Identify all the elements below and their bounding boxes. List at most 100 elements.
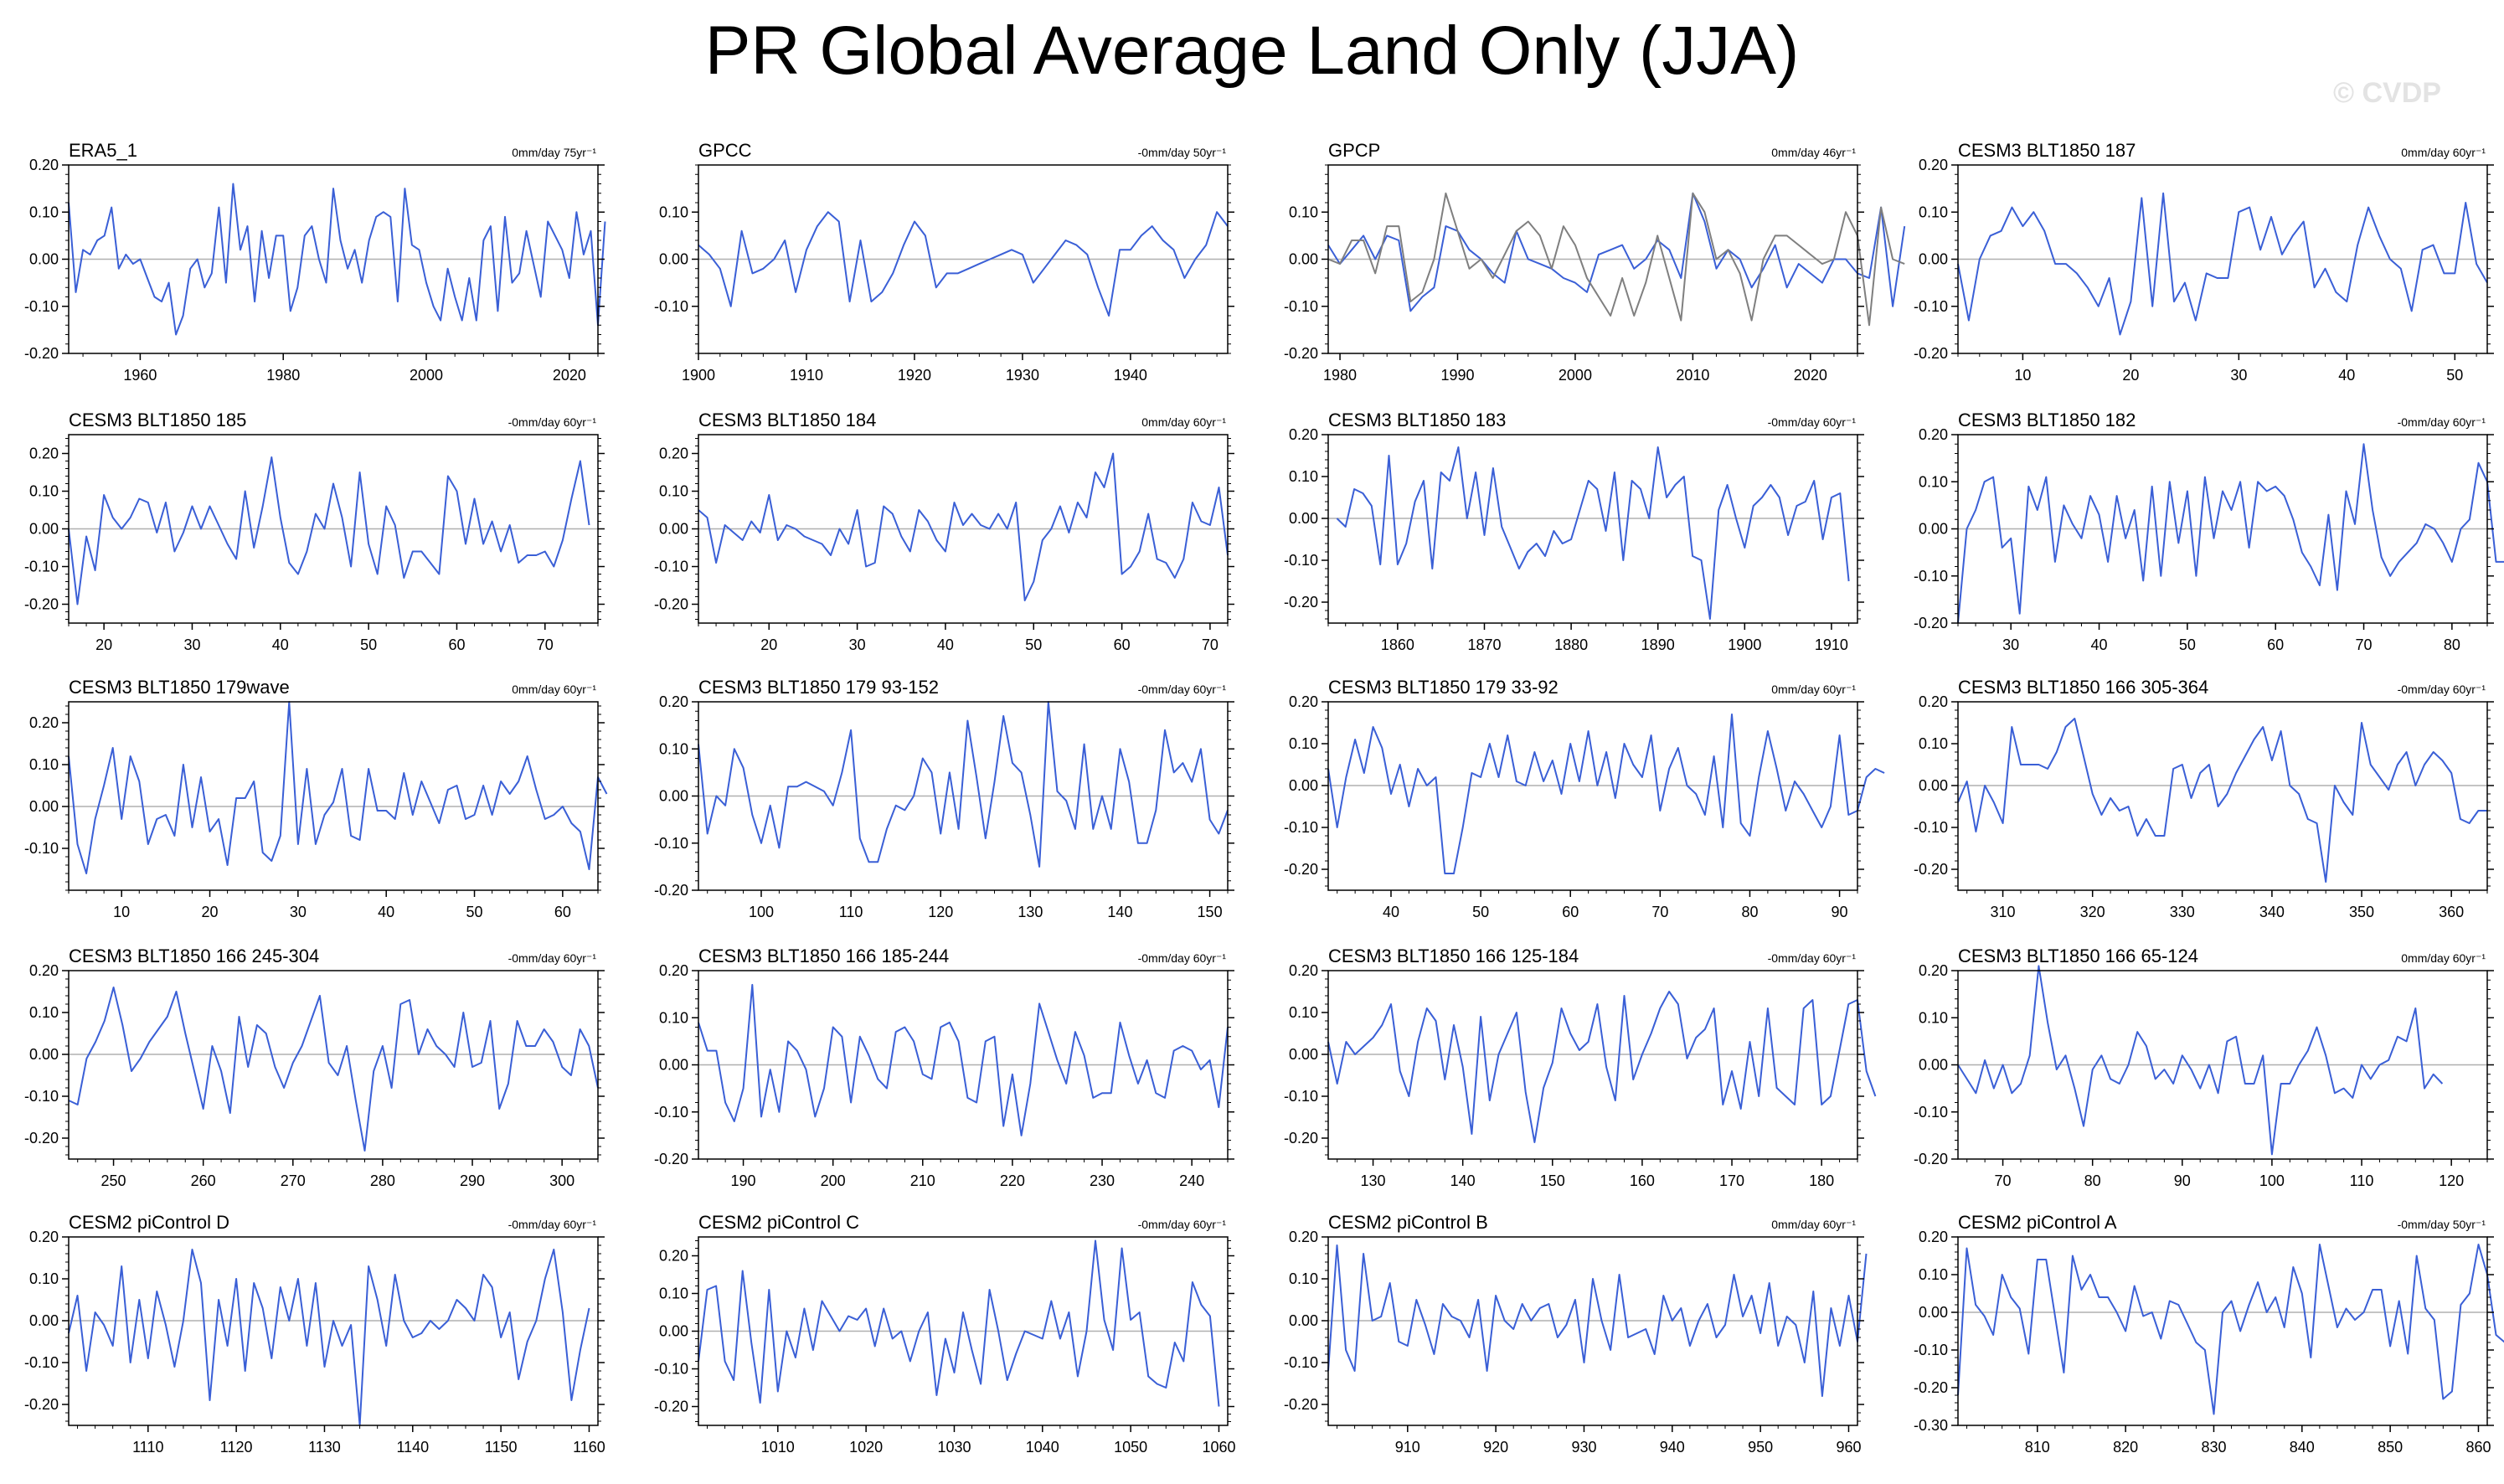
x-tick-label: 1150 bbox=[485, 1439, 518, 1456]
x-tick-label: 30 bbox=[183, 636, 200, 653]
x-tick-label: 1900 bbox=[1728, 636, 1761, 653]
x-tick-label: 40 bbox=[1383, 904, 1399, 920]
x-tick-label: 60 bbox=[554, 904, 571, 920]
y-tick-label: 0.00 bbox=[659, 251, 688, 268]
x-tick-label: 140 bbox=[1450, 1172, 1476, 1189]
x-tick-label: 1960 bbox=[123, 367, 157, 384]
plot-frame bbox=[68, 970, 599, 1160]
y-tick-label: 0.10 bbox=[659, 740, 688, 757]
x-tick-label: 360 bbox=[2439, 904, 2464, 920]
panel-trend-info: 0mm/day 60yr⁻¹ bbox=[2401, 146, 2486, 159]
x-tick-label: 910 bbox=[1395, 1439, 1420, 1456]
y-tick-label: 0.00 bbox=[659, 521, 688, 538]
panel-19: CESM2 piControl B 0mm/day 60yr⁻¹ -0.20 -0.1… bbox=[1284, 1212, 1868, 1456]
x-tick-label: 70 bbox=[537, 636, 554, 653]
series-line bbox=[68, 987, 599, 1152]
panel-4: CESM3 BLT1850 187 0mm/day 60yr⁻¹ -0.20 -0.1… bbox=[1914, 140, 2494, 384]
y-tick-label: -0.20 bbox=[1284, 1396, 1318, 1413]
x-tick-label: 60 bbox=[448, 636, 465, 653]
y-tick-label: -0.10 bbox=[654, 1104, 688, 1121]
x-tick-label: 1900 bbox=[682, 367, 715, 384]
y-tick-label: 0.00 bbox=[1919, 521, 1948, 538]
panel-trend-info: -0mm/day 60yr⁻¹ bbox=[2398, 683, 2486, 696]
panel-trend-info: -0mm/day 60yr⁻¹ bbox=[508, 951, 597, 965]
y-tick-label: -0.20 bbox=[654, 1151, 688, 1167]
x-tick-label: 2020 bbox=[1794, 367, 1827, 384]
x-tick-label: 830 bbox=[2201, 1439, 2226, 1456]
y-tick-label: 0.00 bbox=[1289, 1046, 1318, 1063]
x-tick-label: 20 bbox=[760, 636, 777, 653]
x-tick-label: 120 bbox=[928, 904, 953, 920]
x-tick-label: 2010 bbox=[1676, 367, 1709, 384]
y-tick-label: 0.10 bbox=[1289, 468, 1318, 485]
x-tick-label: 1910 bbox=[1815, 636, 1848, 653]
y-tick-label: -0.20 bbox=[1914, 1379, 1948, 1396]
y-tick-label: 0.10 bbox=[1919, 1266, 1948, 1283]
panel-13: CESM3 BLT1850 166 245-304 -0mm/day 60yr⁻¹… bbox=[24, 946, 605, 1189]
y-tick-label: -0.10 bbox=[654, 559, 688, 575]
series-line-gray bbox=[1327, 192, 1905, 327]
y-tick-label: 0.00 bbox=[29, 251, 59, 268]
x-tick-label: 350 bbox=[2349, 904, 2374, 920]
y-tick-label: 0.00 bbox=[1919, 251, 1948, 268]
x-tick-label: 30 bbox=[2230, 367, 2247, 384]
y-tick-label: 0.10 bbox=[659, 204, 688, 220]
x-tick-label: 210 bbox=[910, 1172, 935, 1189]
y-tick-label: 0.10 bbox=[29, 1004, 59, 1021]
panel-title: CESM3 BLT1850 179 33-92 bbox=[1328, 677, 1559, 698]
panel-trend-info: 0mm/day 60yr⁻¹ bbox=[1771, 1218, 1856, 1231]
x-tick-label: 160 bbox=[1630, 1172, 1655, 1189]
x-tick-label: 1010 bbox=[761, 1439, 795, 1456]
y-tick-label: 0.20 bbox=[659, 962, 688, 979]
y-tick-label: 0.10 bbox=[29, 756, 59, 773]
y-tick-label: -0.10 bbox=[24, 1088, 59, 1105]
y-tick-label: 0.20 bbox=[29, 157, 59, 173]
x-tick-label: 80 bbox=[2084, 1172, 2101, 1189]
y-tick-label: 0.10 bbox=[659, 483, 688, 500]
x-tick-label: 2000 bbox=[1559, 367, 1592, 384]
x-tick-label: 1990 bbox=[1440, 367, 1474, 384]
y-tick-label: 0.20 bbox=[29, 446, 59, 462]
x-tick-label: 80 bbox=[2444, 636, 2460, 653]
x-tick-label: 30 bbox=[290, 904, 307, 920]
x-tick-label: 100 bbox=[749, 904, 774, 920]
x-tick-label: 310 bbox=[1991, 904, 2016, 920]
panel-trend-info: -0mm/day 60yr⁻¹ bbox=[1138, 683, 1227, 696]
x-tick-label: 70 bbox=[1651, 904, 1668, 920]
x-tick-label: 250 bbox=[101, 1172, 126, 1189]
x-tick-label: 950 bbox=[1748, 1439, 1773, 1456]
x-tick-label: 110 bbox=[839, 904, 863, 920]
y-tick-label: -0.20 bbox=[654, 596, 688, 613]
x-tick-label: 40 bbox=[2338, 367, 2355, 384]
series-line bbox=[698, 983, 1229, 1136]
panel-7: CESM3 BLT1850 183 -0mm/day 60yr⁻¹ -0.20 -0.… bbox=[1284, 410, 1864, 653]
y-tick-label: -0.10 bbox=[1284, 819, 1318, 836]
x-tick-label: 1880 bbox=[1554, 636, 1588, 653]
x-tick-label: 340 bbox=[2259, 904, 2285, 920]
y-tick-label: 0.10 bbox=[1289, 204, 1318, 220]
x-tick-label: 90 bbox=[2174, 1172, 2191, 1189]
series-line bbox=[698, 452, 1229, 601]
y-tick-label: 0.20 bbox=[1289, 1229, 1318, 1245]
x-tick-label: 1910 bbox=[790, 367, 823, 384]
y-tick-label: -0.10 bbox=[24, 840, 59, 857]
x-tick-label: 110 bbox=[2350, 1172, 2374, 1189]
panel-title: ERA5_1 bbox=[69, 140, 137, 161]
x-tick-label: 70 bbox=[1202, 636, 1219, 653]
x-tick-label: 1940 bbox=[1114, 367, 1147, 384]
x-tick-label: 300 bbox=[549, 1172, 574, 1189]
y-tick-label: -0.20 bbox=[1284, 345, 1318, 362]
x-tick-label: 820 bbox=[2113, 1439, 2138, 1456]
x-tick-label: 90 bbox=[1832, 904, 1848, 920]
panel-15: CESM3 BLT1850 166 125-184 -0mm/day 60yr⁻¹… bbox=[1284, 946, 1877, 1189]
x-tick-label: 60 bbox=[1562, 904, 1579, 920]
x-tick-label: 320 bbox=[2080, 904, 2105, 920]
panel-title: CESM2 piControl A bbox=[1958, 1212, 2117, 1233]
panel-title: GPCP bbox=[1328, 140, 1380, 161]
panel-title: CESM3 BLT1850 166 305-364 bbox=[1958, 677, 2208, 698]
x-tick-label: 860 bbox=[2465, 1439, 2491, 1456]
y-tick-label: -0.10 bbox=[654, 835, 688, 852]
series-line bbox=[1957, 1244, 2504, 1415]
panel-trend-info: 0mm/day 60yr⁻¹ bbox=[512, 683, 596, 696]
